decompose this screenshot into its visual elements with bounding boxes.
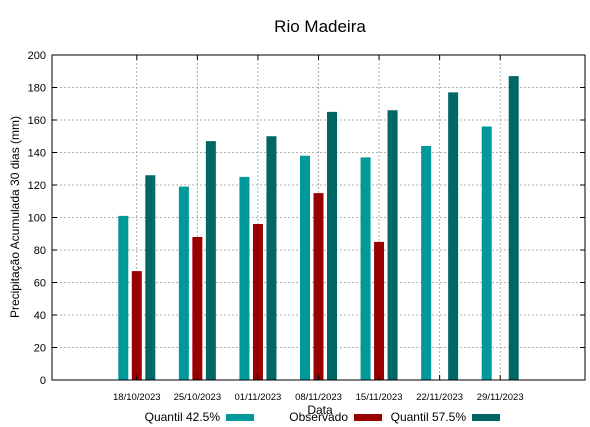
y-tick-label: 100 <box>28 213 46 225</box>
bar <box>387 110 398 380</box>
y-tick-label: 40 <box>34 310 46 322</box>
bar <box>481 126 492 380</box>
bar <box>266 136 277 380</box>
y-axis-label: Precipitação Acumulada 30 dias (mm) <box>8 116 22 318</box>
y-tick-label: 180 <box>28 83 46 95</box>
bar <box>145 175 156 380</box>
bar <box>421 146 432 380</box>
legend-swatch <box>226 414 254 421</box>
bar <box>118 215 129 380</box>
bar <box>327 111 337 380</box>
bar <box>178 186 189 380</box>
chart-title: Rio Madeira <box>274 17 366 36</box>
x-tick-label: 08/11/2023 <box>295 392 342 403</box>
x-axis-ticks: 18/10/2023 25/10/2023 01/11/2023 08/11/2023… <box>113 55 524 403</box>
y-tick-label: 20 <box>34 343 46 355</box>
bar <box>252 224 263 380</box>
bars <box>118 76 519 380</box>
y-tick-label: 140 <box>28 148 46 160</box>
bar <box>448 92 459 380</box>
legend-label: Quantil 57.5% <box>391 410 467 424</box>
x-tick-label: 18/10/2023 <box>113 392 161 403</box>
bar <box>192 237 203 380</box>
bar <box>239 176 250 380</box>
legend-label: Observado <box>289 410 348 424</box>
x-axis-label: Data <box>307 403 333 417</box>
legend: Quantil 42.5% Observado Quantil 57.5% <box>145 410 500 424</box>
y-tick-label: 200 <box>28 50 46 62</box>
x-tick-label: 25/10/2023 <box>174 392 222 403</box>
y-tick-label: 160 <box>28 115 46 127</box>
x-tick-label: 15/11/2023 <box>356 392 403 403</box>
x-tick-label: 29/11/2023 <box>477 392 524 403</box>
y-tick-label: 60 <box>34 278 46 290</box>
legend-swatch <box>472 414 500 421</box>
bar <box>374 241 385 380</box>
bar <box>508 76 519 380</box>
legend-swatch <box>354 414 382 421</box>
bar <box>313 193 324 380</box>
bar <box>205 141 216 380</box>
y-tick-label: 0 <box>40 375 46 387</box>
bar <box>131 271 142 380</box>
y-tick-label: 80 <box>34 245 46 257</box>
bar <box>300 155 310 380</box>
legend-label: Quantil 42.5% <box>145 410 221 424</box>
y-axis-ticks: 0 20 40 60 80 100 120 140 160 180 200 <box>28 50 585 387</box>
y-tick-label: 120 <box>28 180 46 192</box>
x-tick-label: 01/11/2023 <box>235 392 282 403</box>
bar <box>360 157 371 380</box>
x-tick-label: 22/11/2023 <box>416 392 463 403</box>
